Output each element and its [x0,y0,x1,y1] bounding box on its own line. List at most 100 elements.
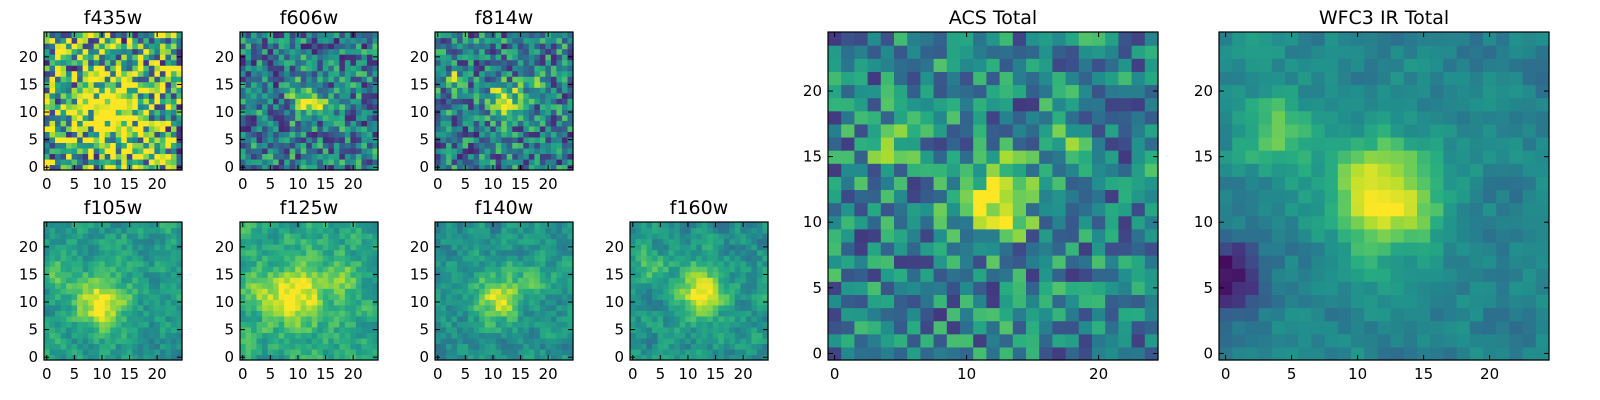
pixel-cell [501,81,508,88]
pixel-cell [973,346,987,361]
pixel-cell [159,76,167,83]
pixel-cell [1039,307,1053,322]
pixel-cell [245,266,252,273]
pixel-cell [104,304,111,311]
pixel-cell [82,136,89,143]
pixel-cell [121,315,128,322]
pixel-cell [82,249,89,256]
pixel-cell [306,54,313,61]
pixel-cell [339,222,346,229]
pixel-cell [473,249,480,256]
x-tick-label: 0 [238,175,248,193]
pixel-cell [907,320,921,335]
pixel-cell [495,282,502,289]
pixel-cell [556,277,563,284]
pixel-cell [1144,189,1159,204]
pixel-cell [126,37,133,44]
pixel-cell [176,227,183,234]
pixel-cell [457,310,464,317]
pixel-cell [907,281,921,295]
pixel-cell [66,136,73,143]
pixel-cell [556,120,563,127]
pixel-cell [350,321,357,328]
pixel-cell [240,76,247,83]
pixel-cell [170,48,178,55]
pixel-cell [1118,228,1133,243]
pixel-cell [729,244,736,251]
pixel-cell [867,163,882,177]
pixel-cell [641,293,648,300]
pixel-cell [495,227,502,234]
pixel-cell [751,343,758,350]
pixel-cell [126,277,133,284]
pixel-cell [300,142,307,149]
pixel-cell [685,293,692,300]
pixel-cell [361,326,368,333]
pixel-cell [641,249,648,256]
pixel-cell [289,37,296,44]
pixel-cell [143,59,150,66]
pixel-cell [479,299,486,306]
pixel-cell [273,114,280,121]
pixel-cell [641,332,648,339]
pixel-cell [267,147,274,155]
pixel-cell [484,304,491,311]
pixel-cell [295,249,302,256]
pixel-cell [561,87,569,94]
pixel-cell [273,164,280,171]
pixel-cell [93,70,100,77]
pixel-cell [712,332,719,339]
pixel-cell [446,343,453,350]
pixel-cell [652,304,659,311]
pixel-cell [278,37,285,44]
pixel-cell [539,92,546,99]
pixel-cell [512,70,519,77]
pixel-cell [317,81,324,88]
pixel-cell [273,266,280,273]
pixel-cell [71,153,78,160]
pixel-cell [104,32,111,39]
pixel-cell [462,98,469,105]
pixel-cell [121,164,128,171]
pixel-cell [110,354,117,361]
pixel-cell [545,315,552,322]
pixel-cell [355,158,363,166]
pixel-cell [446,103,453,110]
pixel-cell [685,304,692,311]
pixel-cell [55,54,62,61]
pixel-cell [93,54,100,61]
pixel-cell [339,37,346,44]
pixel-cell [154,277,161,284]
pixel-cell [278,304,285,311]
pixel-cell [473,153,480,160]
pixel-cell [451,227,458,234]
pixel-cell [366,238,374,245]
pixel-cell [745,266,753,273]
pixel-cell [350,147,357,155]
pixel-cell [121,120,128,127]
pixel-cell [245,304,252,311]
pixel-cell [311,147,318,155]
pixel-cell [946,281,961,295]
pixel-cell [44,310,51,317]
pixel-cell [440,348,447,356]
pixel-cell [523,348,530,356]
pixel-cell [657,326,664,333]
pixel-cell [506,54,513,61]
pixel-cell [361,153,368,160]
pixel-cell [495,249,502,256]
pixel-cell [115,98,122,105]
pixel-cell [734,249,741,256]
pixel-cell [159,227,167,234]
pixel-cell [44,255,51,262]
pixel-cell [495,277,502,284]
pixel-cell [484,48,491,55]
pixel-cell [1026,176,1040,191]
pixel-cell [71,136,78,143]
pixel-cell [289,255,296,262]
pixel-cell [1092,176,1106,191]
pixel-cell [696,255,703,262]
pixel-cell [894,189,908,204]
pixel-cell [289,65,296,72]
pixel-cell [82,271,89,278]
